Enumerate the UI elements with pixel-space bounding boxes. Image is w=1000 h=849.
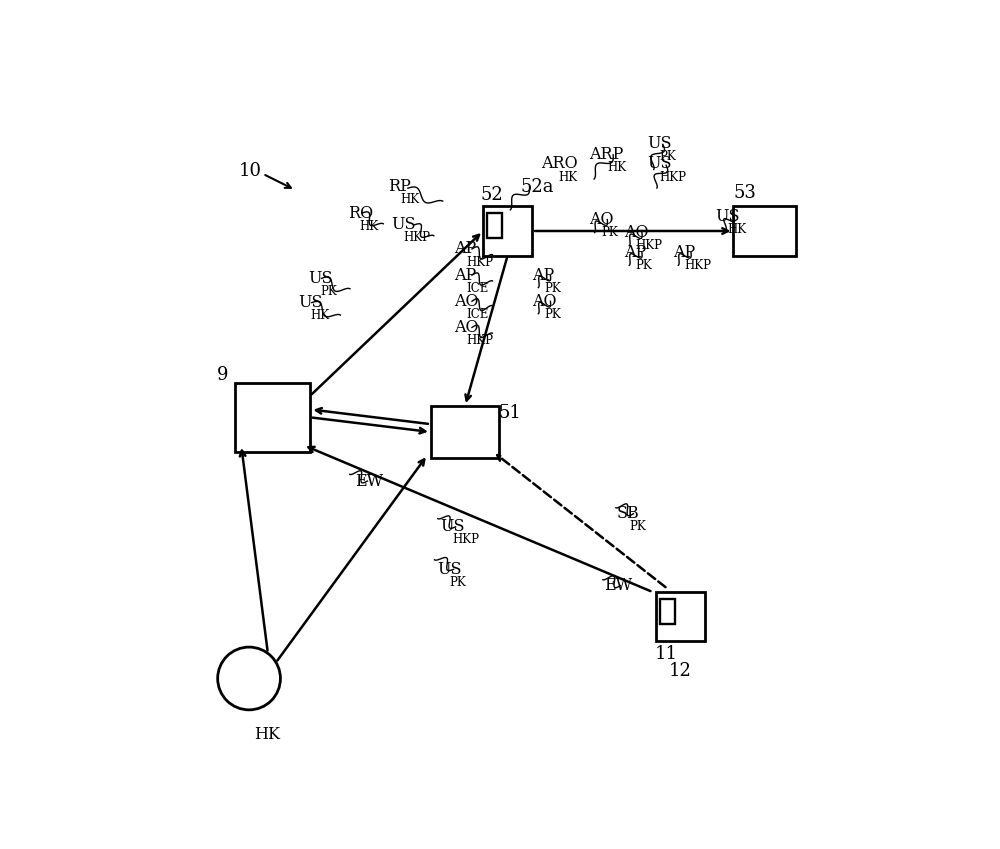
Text: AO: AO xyxy=(589,211,613,228)
Text: PK: PK xyxy=(636,259,652,272)
Text: 12: 12 xyxy=(669,661,692,680)
Text: HK: HK xyxy=(727,222,746,236)
Text: PK: PK xyxy=(659,149,676,163)
Text: HK: HK xyxy=(607,160,626,174)
Text: PK: PK xyxy=(321,285,337,298)
Text: US: US xyxy=(309,270,333,287)
Text: US: US xyxy=(647,134,672,152)
Bar xyxy=(660,599,675,624)
Text: 51: 51 xyxy=(498,404,521,422)
Text: AO: AO xyxy=(454,293,479,310)
Text: HK: HK xyxy=(311,309,330,322)
Text: PK: PK xyxy=(629,520,646,533)
Text: 52a: 52a xyxy=(521,177,554,196)
Bar xyxy=(235,383,310,452)
Text: AP: AP xyxy=(454,240,477,257)
Text: PK: PK xyxy=(601,226,618,239)
Text: AO: AO xyxy=(454,319,479,336)
Text: PK: PK xyxy=(449,576,466,589)
Text: HK: HK xyxy=(559,171,578,183)
Text: HKP: HKP xyxy=(404,231,431,244)
Text: US: US xyxy=(441,518,465,536)
Bar xyxy=(487,213,502,239)
Text: 10: 10 xyxy=(239,161,262,179)
Text: HKP: HKP xyxy=(636,239,663,252)
Text: AO: AO xyxy=(532,293,557,310)
Text: US: US xyxy=(392,216,416,233)
Text: ICE: ICE xyxy=(466,308,489,321)
Text: ARO: ARO xyxy=(541,155,577,172)
Text: 53: 53 xyxy=(733,184,756,202)
Text: AP: AP xyxy=(532,267,554,284)
Text: 11: 11 xyxy=(654,645,677,663)
Text: HKP: HKP xyxy=(466,334,493,347)
Text: US: US xyxy=(647,155,672,172)
Bar xyxy=(431,406,499,458)
Text: EW: EW xyxy=(356,473,384,490)
Text: US: US xyxy=(715,208,740,225)
Text: PK: PK xyxy=(544,282,561,295)
Text: HKP: HKP xyxy=(453,533,480,547)
Bar xyxy=(656,593,705,641)
Text: AP: AP xyxy=(454,267,477,284)
Text: RP: RP xyxy=(388,178,411,195)
Text: ARP: ARP xyxy=(589,146,623,163)
Text: SB: SB xyxy=(617,505,640,522)
Text: AP: AP xyxy=(673,244,695,261)
Text: AP: AP xyxy=(624,244,646,261)
Text: HKP: HKP xyxy=(659,171,686,183)
Text: ICE: ICE xyxy=(466,282,489,295)
Text: HK: HK xyxy=(400,194,419,206)
Text: AO: AO xyxy=(624,224,648,241)
Bar xyxy=(733,206,796,256)
Bar xyxy=(483,206,532,256)
Text: HK: HK xyxy=(254,726,280,743)
Text: HKP: HKP xyxy=(466,256,493,268)
Text: PK: PK xyxy=(544,308,561,321)
Text: EW: EW xyxy=(604,577,632,594)
Text: US: US xyxy=(437,561,462,578)
Text: 52: 52 xyxy=(480,186,503,204)
Text: RO: RO xyxy=(348,205,373,222)
Text: HK: HK xyxy=(360,220,379,233)
Text: 9: 9 xyxy=(217,366,229,384)
Text: HKP: HKP xyxy=(685,259,712,272)
Text: US: US xyxy=(299,294,323,311)
